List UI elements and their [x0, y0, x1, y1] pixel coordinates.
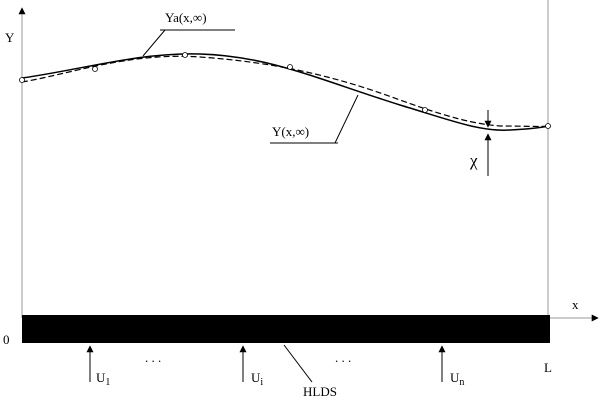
system-bar: [22, 315, 550, 343]
exact-label: Y(x,∞): [272, 124, 309, 139]
exact-curve: [21, 53, 549, 131]
approx-label: Ya(x,∞): [165, 10, 207, 25]
dots: . . .: [335, 350, 351, 365]
control-label: Un: [450, 370, 464, 388]
y-label: Y: [5, 30, 15, 45]
approx-curve: [21, 55, 549, 128]
approx-leader: [142, 29, 166, 57]
exact-leader: [334, 94, 359, 144]
end-label: L: [544, 360, 552, 375]
control-label: Ui: [251, 370, 263, 388]
dots: . . .: [145, 350, 161, 365]
control-label: U1: [96, 370, 110, 388]
origin-label: 0: [3, 332, 10, 347]
system-label: HLDS: [303, 384, 337, 399]
x-label: x: [572, 297, 579, 312]
error-label: χ: [469, 151, 478, 170]
system-leader: [283, 344, 313, 383]
nodes: [19, 52, 551, 129]
